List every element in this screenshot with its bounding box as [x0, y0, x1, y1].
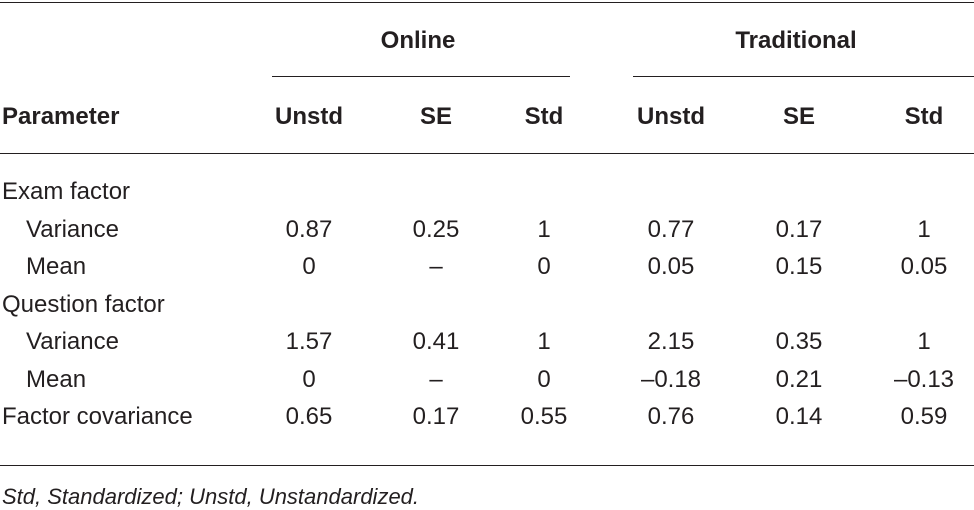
row-label: Mean — [26, 253, 87, 280]
group-header-online: Online — [380, 27, 456, 54]
column-header-traditional-std: Std — [904, 103, 944, 130]
column-header-parameter: Parameter — [2, 103, 120, 130]
cell-traditional-std: 1 — [917, 328, 931, 355]
cell-online-unstd: 0 — [302, 253, 316, 280]
cell-online-se: 0.41 — [412, 328, 460, 355]
cell-online-std: 0.55 — [520, 403, 568, 430]
cell-traditional-se: 0.21 — [775, 366, 823, 393]
column-header-online-std: Std — [524, 103, 564, 130]
column-header-online-unstd: Unstd — [275, 103, 343, 130]
cell-online-unstd: 0.65 — [285, 403, 333, 430]
cell-traditional-se: 0.15 — [775, 253, 823, 280]
cell-traditional-se: 0.14 — [775, 403, 823, 430]
cell-traditional-unstd: 0.76 — [647, 403, 695, 430]
cell-online-se: 0.25 — [412, 216, 460, 243]
cell-online-se: – — [429, 366, 443, 393]
bottom-rule — [0, 465, 974, 466]
row-label: Variance — [26, 216, 119, 243]
cell-traditional-unstd: –0.18 — [640, 366, 702, 393]
cell-online-unstd: 0 — [302, 366, 316, 393]
row-label: Variance — [26, 328, 119, 355]
cell-traditional-std: 1 — [917, 216, 931, 243]
cell-traditional-unstd: 0.77 — [647, 216, 695, 243]
row-label: Exam factor — [2, 178, 131, 205]
cell-online-std: 1 — [537, 216, 551, 243]
group-header-traditional: Traditional — [735, 27, 857, 54]
top-rule — [0, 2, 974, 3]
cell-online-unstd: 1.57 — [285, 328, 333, 355]
column-header-traditional-unstd: Unstd — [637, 103, 705, 130]
cell-traditional-se: 0.35 — [775, 328, 823, 355]
online-group-line — [272, 76, 570, 77]
row-label: Factor covariance — [2, 403, 193, 430]
cell-online-std: 1 — [537, 328, 551, 355]
cell-traditional-unstd: 0.05 — [647, 253, 695, 280]
cell-traditional-std: 0.59 — [900, 403, 948, 430]
column-header-traditional-se: SE — [782, 103, 816, 130]
cell-traditional-std: –0.13 — [893, 366, 955, 393]
table-footnote: Std, Standardized; Unstd, Unstandardized… — [2, 484, 420, 509]
cell-traditional-unstd: 2.15 — [647, 328, 695, 355]
column-header-online-se: SE — [419, 103, 453, 130]
cell-traditional-std: 0.05 — [900, 253, 948, 280]
row-label: Mean — [26, 366, 87, 393]
cell-online-std: 0 — [537, 366, 551, 393]
cell-traditional-se: 0.17 — [775, 216, 823, 243]
header-rule — [0, 153, 974, 154]
row-label: Question factor — [2, 291, 165, 318]
cell-online-unstd: 0.87 — [285, 216, 333, 243]
cell-online-se: – — [429, 253, 443, 280]
traditional-group-line — [633, 76, 974, 77]
cell-online-std: 0 — [537, 253, 551, 280]
cell-online-se: 0.17 — [412, 403, 460, 430]
